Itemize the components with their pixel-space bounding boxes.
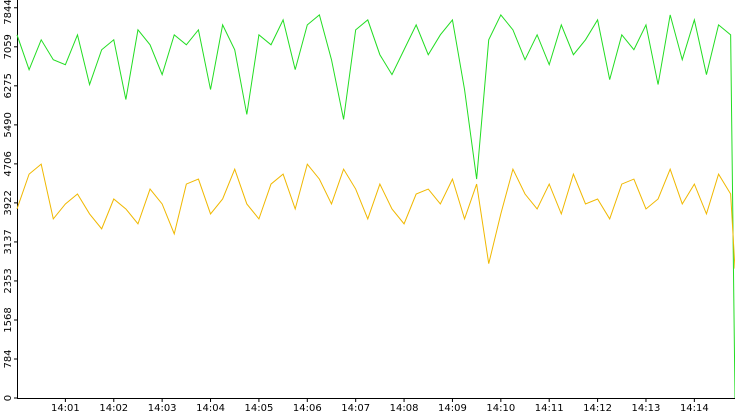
x-tick-label: 14:11: [535, 403, 564, 414]
y-tick-label: 4706: [3, 151, 14, 176]
y-tick-label: 5490: [3, 112, 14, 137]
x-tick-label: 14:02: [99, 403, 128, 414]
x-tick-label: 14:07: [341, 403, 370, 414]
y-tick-label: 6275: [3, 73, 14, 98]
y-tick-label: 2353: [3, 268, 14, 293]
x-tick-label: 14:12: [583, 403, 612, 414]
x-tick-label: 14:09: [438, 403, 467, 414]
x-tick-label: 14:04: [196, 403, 225, 414]
series-line: [16, 163, 735, 269]
x-tick-label: 14:13: [632, 403, 661, 414]
y-tick-label: 784: [3, 349, 14, 368]
x-tick-label: 14:05: [244, 403, 273, 414]
y-tick-label: 7059: [3, 34, 14, 59]
y-tick-label: 3137: [3, 229, 14, 254]
y-tick-label: 0: [3, 395, 14, 401]
x-tick-label: 14:03: [148, 403, 177, 414]
y-tick-label: 1568: [3, 307, 14, 332]
x-tick-label: 14:14: [680, 403, 709, 414]
y-tick-label: 3922: [3, 190, 14, 215]
x-tick-label: 14:01: [51, 403, 80, 414]
x-tick-label: 14:08: [390, 403, 419, 414]
y-tick-label: 7844: [3, 0, 14, 25]
series-line: [16, 13, 735, 399]
x-tick-label: 14:10: [486, 403, 515, 414]
x-tick-label: 14:06: [293, 403, 322, 414]
